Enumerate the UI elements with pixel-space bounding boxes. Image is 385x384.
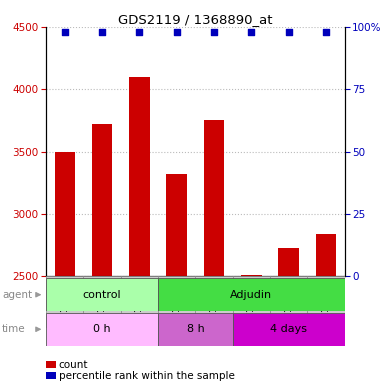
Text: GSM115952: GSM115952 (172, 279, 181, 329)
Text: 8 h: 8 h (186, 324, 204, 334)
Bar (270, 276, 307, 328)
Bar (316, 234, 336, 384)
Point (248, 29, 254, 35)
Bar (241, 275, 261, 384)
Point (136, 29, 142, 35)
Bar (233, 276, 270, 328)
Bar (158, 313, 233, 346)
Bar (84, 276, 121, 328)
Bar (278, 248, 299, 384)
Bar (46, 313, 158, 346)
Text: GSM115949: GSM115949 (60, 279, 69, 329)
Point (286, 29, 292, 35)
Text: GSM115954: GSM115954 (247, 279, 256, 329)
Text: GSM115951: GSM115951 (135, 279, 144, 329)
Bar (46, 278, 158, 311)
Bar (233, 313, 345, 346)
Text: percentile rank within the sample: percentile rank within the sample (59, 371, 234, 381)
Text: GSM115955: GSM115955 (284, 279, 293, 329)
Point (174, 29, 180, 35)
Bar (195, 276, 233, 328)
Point (62, 29, 68, 35)
Bar (204, 121, 224, 384)
Text: time: time (2, 324, 25, 334)
Text: GSM115956: GSM115956 (321, 279, 330, 330)
Bar (307, 276, 345, 328)
Bar (158, 278, 345, 311)
Bar (166, 174, 187, 384)
Bar (129, 77, 150, 384)
Text: agent: agent (2, 290, 32, 300)
Bar (158, 276, 195, 328)
Bar (55, 152, 75, 384)
Bar (46, 361, 56, 368)
Text: GSM115953: GSM115953 (209, 279, 219, 330)
Text: control: control (83, 290, 121, 300)
Title: GDS2119 / 1368890_at: GDS2119 / 1368890_at (118, 13, 273, 26)
Text: Adjudin: Adjudin (230, 290, 273, 300)
Text: 0 h: 0 h (93, 324, 111, 334)
Bar (121, 276, 158, 328)
Bar (46, 372, 56, 379)
Text: 4 days: 4 days (270, 324, 307, 334)
Bar (92, 124, 112, 384)
Text: count: count (59, 360, 88, 370)
Point (211, 29, 217, 35)
Bar (46, 276, 84, 328)
Point (99, 29, 105, 35)
Text: GSM115950: GSM115950 (98, 279, 107, 329)
Point (323, 29, 329, 35)
